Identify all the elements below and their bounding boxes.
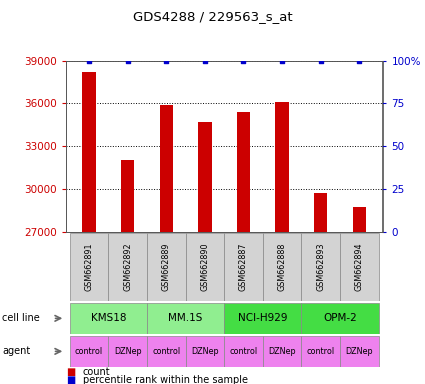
- Bar: [353, 207, 366, 232]
- Point: [279, 58, 286, 64]
- Text: DZNep: DZNep: [191, 347, 219, 356]
- Bar: [263, 233, 301, 301]
- Text: GSM662892: GSM662892: [123, 243, 132, 291]
- Point: [356, 58, 363, 64]
- Bar: [186, 336, 224, 367]
- Text: GSM662890: GSM662890: [200, 243, 210, 291]
- Bar: [108, 336, 147, 367]
- Bar: [147, 303, 224, 334]
- Bar: [224, 303, 301, 334]
- Text: agent: agent: [2, 346, 30, 356]
- Bar: [301, 303, 379, 334]
- Point: [124, 58, 131, 64]
- Text: DZNep: DZNep: [268, 347, 296, 356]
- Text: MM.1S: MM.1S: [168, 313, 203, 323]
- Bar: [340, 233, 379, 301]
- Bar: [301, 336, 340, 367]
- Bar: [301, 233, 340, 301]
- Bar: [70, 303, 147, 334]
- Text: GSM662887: GSM662887: [239, 243, 248, 291]
- Text: KMS18: KMS18: [91, 313, 126, 323]
- Bar: [263, 336, 301, 367]
- Text: GSM662889: GSM662889: [162, 243, 171, 291]
- Bar: [70, 233, 108, 301]
- Text: count: count: [83, 367, 110, 377]
- Bar: [224, 233, 263, 301]
- Point: [163, 58, 170, 64]
- Text: percentile rank within the sample: percentile rank within the sample: [83, 375, 248, 384]
- Bar: [237, 112, 250, 232]
- Text: ■: ■: [66, 375, 75, 384]
- Text: ■: ■: [66, 367, 75, 377]
- Text: GSM662891: GSM662891: [85, 243, 94, 291]
- Bar: [82, 72, 96, 232]
- Text: NCI-H929: NCI-H929: [238, 313, 288, 323]
- Text: GSM662893: GSM662893: [316, 243, 325, 291]
- Bar: [70, 336, 108, 367]
- Text: GSM662888: GSM662888: [278, 243, 286, 291]
- Bar: [147, 233, 186, 301]
- Bar: [121, 161, 134, 232]
- Point: [86, 58, 93, 64]
- Point: [201, 58, 208, 64]
- Point: [317, 58, 324, 64]
- Bar: [198, 122, 212, 232]
- Text: GSM662894: GSM662894: [355, 243, 364, 291]
- Bar: [224, 336, 263, 367]
- Bar: [314, 193, 328, 232]
- Text: control: control: [152, 347, 180, 356]
- Text: control: control: [307, 347, 335, 356]
- Bar: [147, 336, 186, 367]
- Bar: [108, 233, 147, 301]
- Bar: [275, 102, 289, 232]
- Bar: [186, 233, 224, 301]
- Text: DZNep: DZNep: [114, 347, 142, 356]
- Point: [240, 58, 247, 64]
- Text: GDS4288 / 229563_s_at: GDS4288 / 229563_s_at: [133, 10, 292, 23]
- Bar: [340, 336, 379, 367]
- Text: cell line: cell line: [2, 313, 40, 323]
- Text: OPM-2: OPM-2: [323, 313, 357, 323]
- Text: control: control: [75, 347, 103, 356]
- Text: control: control: [230, 347, 258, 356]
- Bar: [159, 105, 173, 232]
- Text: DZNep: DZNep: [346, 347, 373, 356]
